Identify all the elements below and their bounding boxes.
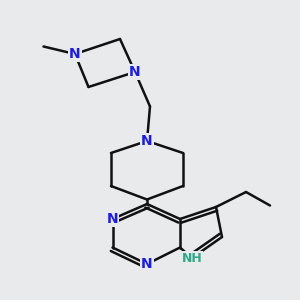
Text: N: N — [141, 134, 153, 148]
Text: N: N — [129, 65, 141, 79]
Text: N: N — [141, 257, 153, 271]
Text: N: N — [69, 47, 81, 61]
Text: N: N — [107, 212, 118, 226]
Text: NH: NH — [182, 251, 203, 265]
